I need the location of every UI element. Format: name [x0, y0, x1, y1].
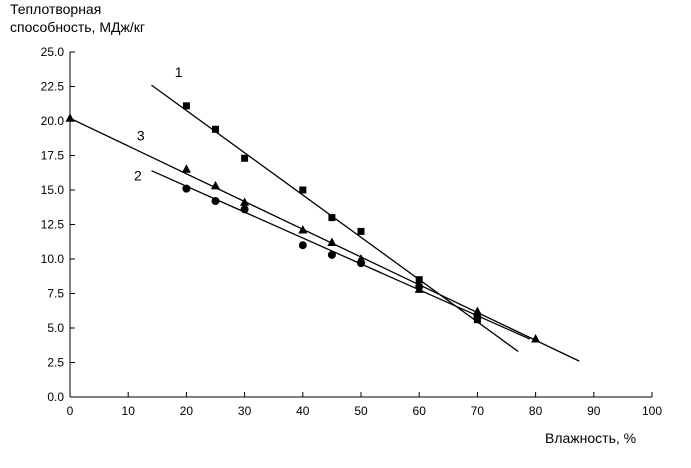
- y-tick-label: 2.5: [47, 356, 64, 370]
- y-tick-label: 20.0: [41, 114, 65, 128]
- fit-lines: [69, 84, 580, 362]
- x-tick-label: 100: [642, 404, 662, 418]
- triangle-marker: [211, 180, 220, 190]
- y-tick-label: 25.0: [41, 45, 65, 59]
- x-tick-label: 0: [67, 404, 74, 418]
- series-labels: 1 2 3: [134, 64, 183, 184]
- square-marker: [357, 227, 365, 235]
- circle-marker: [182, 184, 191, 193]
- x-tick-label: 50: [354, 404, 368, 418]
- y-tick-label: 10.0: [41, 252, 65, 266]
- square-marker: [241, 154, 249, 162]
- y-axis-label: Теплотворная способность, МДж/кг: [10, 0, 145, 36]
- axes: [69, 52, 652, 398]
- triangle-marker: [327, 237, 337, 246]
- x-axis-label: Влажность, %: [545, 430, 637, 446]
- data-markers: [65, 102, 541, 343]
- triangle-marker: [472, 306, 482, 315]
- y-axis-label-line-1: Теплотворная: [10, 1, 102, 17]
- triangle-marker: [414, 284, 424, 293]
- x-tick-label: 30: [238, 404, 252, 418]
- y-tick-label: 0.0: [47, 390, 64, 404]
- square-marker: [299, 186, 307, 194]
- y-axis-label-line-2: способность, МДж/кг: [10, 19, 145, 35]
- series-label-3: 3: [137, 127, 145, 143]
- x-tick-label: 40: [296, 404, 310, 418]
- series-label-1: 1: [175, 64, 183, 80]
- fit-line-2: [151, 170, 531, 340]
- y-tick-label: 17.5: [41, 149, 65, 163]
- square-marker: [212, 125, 219, 133]
- triangle-marker: [356, 254, 366, 263]
- triangle-marker: [298, 225, 308, 234]
- ticks: 0 10 20 30 40 50 60 70 80 90 1000.02.55.07.510.012…: [41, 45, 663, 418]
- circle-marker: [240, 205, 249, 214]
- x-tick-label: 90: [587, 404, 601, 418]
- fit-line-3: [69, 117, 580, 362]
- circle-marker: [327, 250, 336, 259]
- triangle-marker: [240, 197, 250, 206]
- circle-marker: [473, 312, 482, 321]
- triangle-marker: [181, 164, 191, 173]
- circle-marker: [211, 197, 220, 206]
- x-tick-label: 10: [122, 404, 136, 418]
- series-label-2: 2: [134, 167, 142, 183]
- y-tick-label: 5.0: [47, 321, 64, 335]
- x-tick-label: 70: [471, 404, 485, 418]
- triangle-marker: [65, 113, 75, 122]
- x-tick-label: 20: [180, 404, 194, 418]
- x-tick-label: 80: [529, 404, 543, 418]
- square-marker: [328, 214, 336, 222]
- square-marker: [182, 102, 190, 110]
- x-tick-label: 60: [413, 404, 427, 418]
- circle-marker: [298, 241, 307, 250]
- square-marker: [415, 276, 423, 284]
- y-tick-label: 7.5: [47, 287, 64, 301]
- y-tick-label: 12.5: [41, 218, 65, 232]
- y-tick-label: 15.0: [41, 183, 65, 197]
- y-tick-label: 22.5: [41, 80, 65, 94]
- triangle-marker: [531, 334, 541, 343]
